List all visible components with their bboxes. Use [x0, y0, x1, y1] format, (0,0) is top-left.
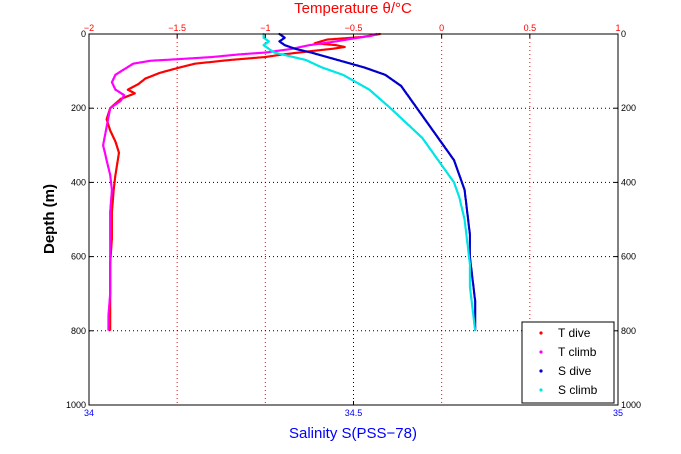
left-tick-label: 800 [71, 326, 86, 336]
legend-label: T climb [558, 345, 597, 359]
bottom-tick-label: 35 [613, 408, 623, 418]
right-tick-label: 600 [621, 252, 636, 262]
top-tick-label: −2 [84, 23, 94, 33]
left-tick-label: 1000 [66, 400, 86, 410]
legend-marker [539, 388, 543, 392]
series-t-dive [105, 32, 381, 331]
series-layer [102, 32, 477, 331]
legend-label: S climb [558, 383, 598, 397]
top-tick-label: 0.5 [524, 23, 537, 33]
tick-layer: −2 −1.5 −1 −0.5 0 0.5 1 34 34.5 35 0 0 200 200 400 400 6… [66, 23, 641, 418]
bottom-tick-label: 34 [84, 408, 94, 418]
left-tick-label: 200 [71, 103, 86, 113]
top-tick-label: 1 [615, 23, 620, 33]
legend-box [521, 321, 615, 404]
series-s-climb [262, 32, 477, 331]
top-tick-label: −1.5 [168, 23, 186, 33]
right-tick-label: 0 [621, 29, 626, 39]
top-axis-title: Temperature θ/°C [294, 0, 412, 17]
right-tick-label: 800 [621, 326, 636, 336]
right-tick-label: 200 [621, 103, 636, 113]
data-point [474, 328, 477, 331]
legend: T dive T climb S dive S climb [521, 321, 615, 404]
series-s-dive [278, 32, 477, 331]
left-tick-label: 400 [71, 177, 86, 187]
bottom-tick-label: 34.5 [345, 408, 363, 418]
legend-marker [539, 369, 543, 373]
top-tick-label: −0.5 [345, 23, 363, 33]
right-tick-label: 400 [621, 177, 636, 187]
legend-marker [539, 350, 543, 354]
data-point [109, 328, 112, 331]
bottom-axis-title: Salinity S(PSS−78) [289, 425, 417, 442]
left-tick-label: 600 [71, 252, 86, 262]
left-tick-label: 0 [81, 29, 86, 39]
legend-label: T dive [558, 326, 591, 340]
legend-marker [539, 331, 543, 335]
legend-label: S dive [558, 364, 592, 378]
top-tick-label: −1 [260, 23, 270, 33]
y-axis-title: Depth (m) [41, 184, 58, 254]
right-tick-label: 1000 [621, 400, 641, 410]
series-t-climb [102, 32, 378, 331]
top-tick-label: 0 [439, 23, 444, 33]
data-point [107, 328, 110, 331]
